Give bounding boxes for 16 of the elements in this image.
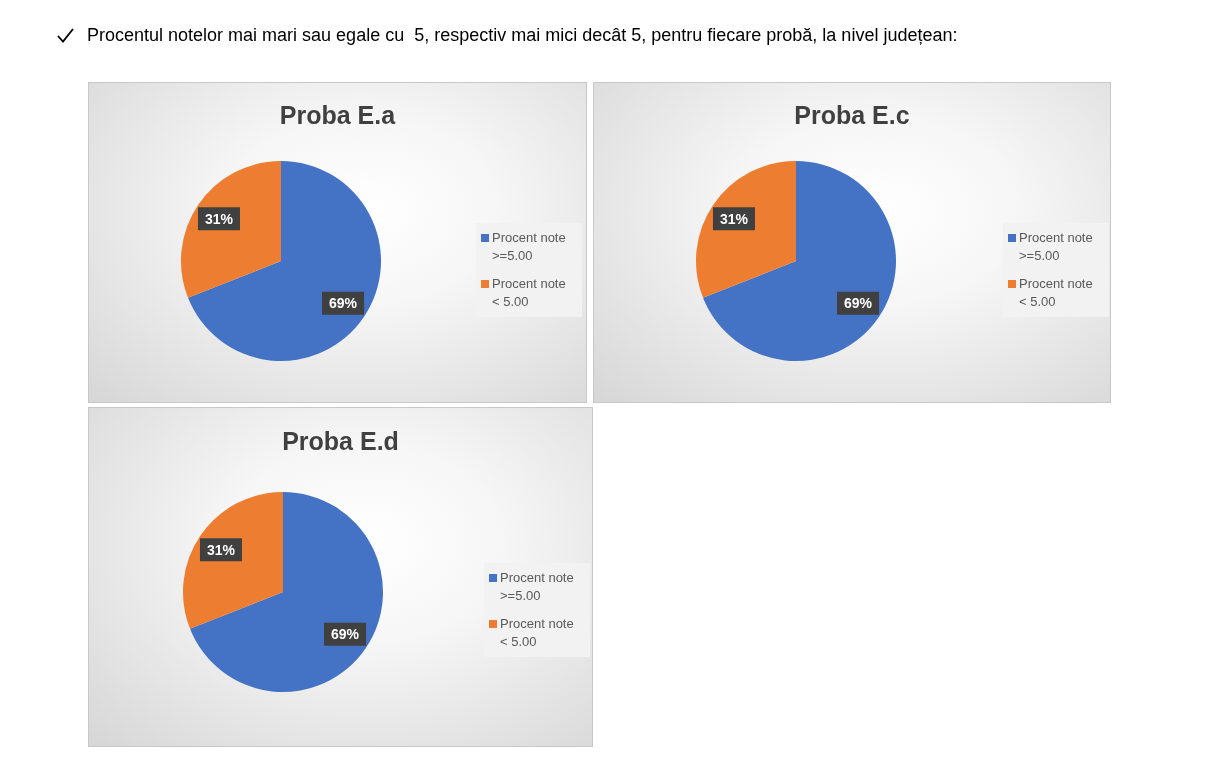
data-label: 69% (844, 295, 873, 312)
data-label: 31% (206, 541, 236, 558)
data-label: 69% (331, 626, 360, 643)
legend-label: Procent note < 5.00 (1019, 275, 1094, 311)
text: Procentul notelor mai mari sau egale cu 5, respectiv mai mici decât 5, pentru fiecare probă, la nivel județean: (87, 24, 958, 46)
legend-label: Procent note >=5.00 (500, 569, 575, 605)
data-label: 31% (204, 210, 234, 227)
data-label: 69% (329, 295, 358, 312)
legend-label: Procent note < 5.00 (492, 275, 567, 311)
chart-title: Proba E.d (281, 426, 400, 456)
chart-title: Proba E.a (278, 100, 397, 130)
legend-label: Procent note >=5.00 (492, 229, 567, 265)
legend-label: Procent note >=5.00 (1019, 229, 1094, 265)
data-label: 31% (719, 210, 749, 227)
legend-label: Procent note < 5.00 (500, 615, 575, 651)
chart-title: Proba E.c (793, 100, 911, 130)
